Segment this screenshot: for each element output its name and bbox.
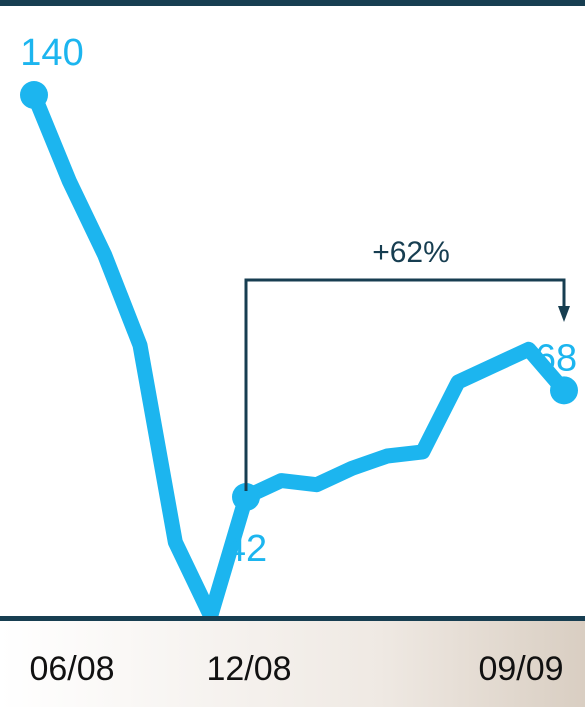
point-label-68: 68 [535, 337, 577, 379]
change-annotation: +62% [244, 236, 570, 491]
point-label-42: 42 [225, 528, 267, 570]
data-point-68 [550, 376, 578, 405]
series-group [20, 81, 578, 624]
series-line [26, 87, 572, 624]
top-rule [0, 0, 585, 6]
change-label: +62% [372, 236, 450, 269]
data-point-42 [232, 483, 260, 511]
data-point-140 [20, 81, 48, 109]
footer-band [0, 620, 585, 707]
point-label-140: 140 [20, 32, 83, 74]
point-labels: 140 42 68 [20, 32, 577, 570]
change-bracket [244, 278, 566, 491]
arrow-down-icon [558, 306, 570, 322]
